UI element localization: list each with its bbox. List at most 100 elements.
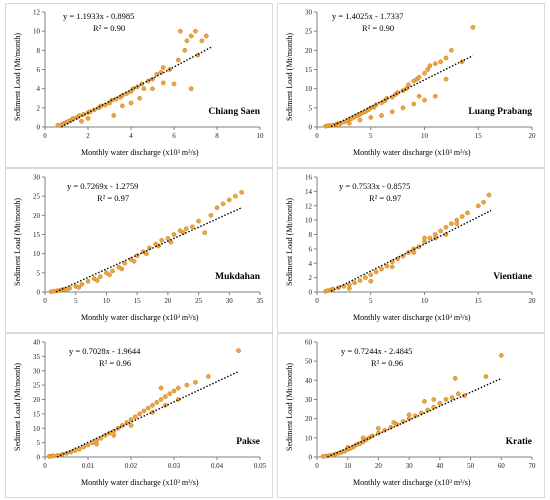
y-tick-label: 5: [37, 269, 41, 277]
data-point: [159, 237, 165, 243]
x-tick-label: 10: [421, 132, 429, 140]
data-point: [432, 93, 438, 99]
data-point: [137, 411, 142, 417]
data-point: [462, 393, 467, 399]
data-point: [373, 269, 379, 275]
trendline: [56, 370, 239, 458]
y-tick-label: 10: [305, 217, 313, 225]
data-point: [452, 376, 458, 381]
trend-equation: y = 0.7028x - 1.9644: [69, 346, 141, 356]
trend-equation: y = 1.4025x - 1.7337: [332, 11, 404, 21]
chart-panel-mukdahan: 0 5 10 15 20 25 30 0 5 10 15 20 25 30 35 y = 0.7269x - …: [5, 168, 273, 333]
x-tick-label: 0.04: [211, 462, 224, 470]
data-point: [79, 281, 85, 287]
data-point: [64, 450, 69, 456]
data-point: [449, 395, 455, 400]
data-point: [72, 448, 78, 454]
y-tick-label: 0: [309, 289, 313, 297]
y-tick-label: 20: [305, 415, 313, 423]
data-point: [470, 24, 476, 30]
y-tick-label: 2: [309, 274, 313, 282]
data-point: [171, 81, 177, 87]
x-tick-label: 30: [226, 297, 234, 305]
x-tick-label: 2: [86, 132, 90, 140]
data-point: [382, 427, 387, 433]
data-point: [160, 65, 166, 70]
data-point: [175, 385, 181, 391]
data-point: [400, 105, 406, 111]
y-tick-label: 10: [33, 28, 41, 36]
y-tick-label: 0: [37, 454, 41, 462]
y-tick-label: 60: [305, 339, 313, 347]
data-point: [190, 224, 195, 230]
data-point: [134, 253, 140, 258]
chart-frame: [5, 3, 273, 168]
chart-svg: 0 2 4 6 8 10 12 14 16 0 5 10 15 20: [277, 168, 545, 333]
data-point: [422, 399, 427, 404]
data-point: [336, 123, 341, 128]
data-point: [416, 74, 422, 80]
x-tick-label: 0.03: [168, 462, 181, 470]
x-tick-label: 15: [475, 132, 483, 140]
y-tick-label: 14: [305, 188, 313, 196]
data-point: [346, 286, 352, 291]
data-point: [486, 192, 492, 198]
x-tick-label: 5: [369, 132, 373, 140]
data-point: [388, 424, 394, 430]
x-tick-label: 70: [529, 462, 537, 470]
data-point: [389, 109, 395, 115]
y-axis-label: Sediment Load (Mt/month): [285, 33, 294, 121]
y-tick-label: 0: [37, 289, 41, 297]
data-point: [443, 397, 449, 402]
trend-equation: y = 1.1933x - 0.8985: [63, 11, 135, 21]
x-axis-label: Monthly water discharge (x10³ m³/s): [81, 478, 199, 487]
data-point: [376, 430, 381, 436]
x-tick-label: 20: [529, 297, 537, 305]
data-point: [85, 278, 91, 284]
data-point: [411, 101, 417, 107]
data-point: [203, 33, 209, 39]
y-tick-label: 30: [305, 9, 313, 17]
data-point: [110, 268, 115, 274]
y-tick-label: 6: [37, 66, 41, 74]
data-point: [438, 59, 443, 65]
r-squared: R² = 0.90: [93, 23, 126, 33]
data-point: [368, 272, 374, 278]
data-point: [81, 444, 87, 450]
trend-equation: y = 0.7269x - 1.2759: [67, 181, 139, 191]
data-point: [128, 100, 134, 106]
data-point: [184, 382, 190, 388]
data-point: [465, 210, 470, 216]
x-tick-label: 20: [164, 297, 172, 305]
data-point: [449, 221, 454, 227]
y-tick-label: 40: [305, 377, 313, 385]
data-point: [131, 258, 137, 264]
data-point: [97, 274, 103, 280]
x-tick-label: 35: [257, 297, 265, 305]
r-squared: R² = 0.97: [369, 193, 402, 203]
data-point: [239, 189, 244, 195]
data-point: [193, 28, 198, 34]
chart-panel-luang-prabang: 0 5 10 15 20 25 30 0 5 10 15 20 y = 1.4025x - 1.7337…: [277, 3, 545, 168]
data-point: [454, 221, 460, 227]
data-point: [196, 218, 201, 224]
y-tick-label: 30: [305, 396, 313, 404]
x-tick-label: 10: [421, 297, 429, 305]
data-point: [163, 394, 168, 399]
data-point: [199, 38, 205, 44]
chart-frame: [5, 333, 273, 498]
x-tick-label: 6: [172, 132, 176, 140]
data-point: [64, 287, 69, 293]
y-axis-label: Sediment Load (Mt/month): [285, 363, 294, 451]
y-tick-label: 10: [305, 434, 313, 442]
data-point: [158, 397, 164, 402]
data-point: [368, 278, 374, 284]
data-point: [379, 113, 384, 118]
data-point: [443, 224, 449, 230]
chart-svg: 0 5 10 15 20 25 30 0 5 10 15 20 25 30 35: [5, 168, 273, 333]
data-point: [76, 285, 82, 290]
trendline: [327, 377, 502, 458]
x-tick-label: 0.05: [254, 462, 267, 470]
data-point: [411, 250, 417, 255]
